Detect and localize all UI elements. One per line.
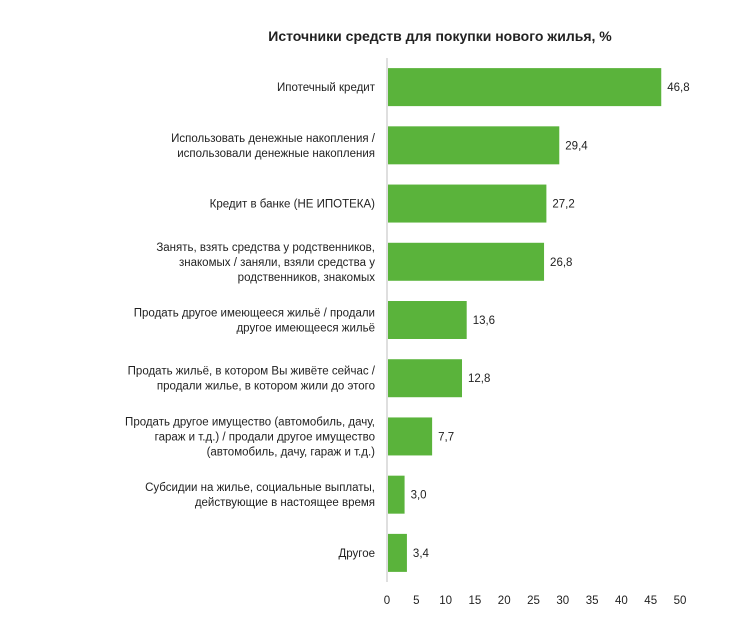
- bar: [388, 533, 407, 572]
- data-label: 3,4: [413, 548, 430, 560]
- x-tick-label: 35: [586, 595, 599, 607]
- category-label: (автомобиль, дачу, гараж и т.д.): [207, 446, 376, 458]
- x-tick-label: 30: [556, 595, 569, 607]
- x-tick-label: 10: [439, 595, 452, 607]
- data-label: 7,7: [438, 431, 454, 443]
- category-label: другое имеющееся жильё: [236, 323, 375, 335]
- bar: [388, 184, 547, 223]
- data-label: 26,8: [550, 257, 572, 269]
- x-tick-label: 40: [615, 595, 628, 607]
- bar: [388, 301, 467, 339]
- category-label: Продать другое имущество (автомобиль, да…: [125, 416, 375, 428]
- data-label: 3,0: [411, 490, 427, 502]
- bar: [388, 417, 433, 456]
- chart-title: Источники средств для покупки нового жил…: [268, 28, 612, 44]
- data-label: 27,2: [552, 199, 574, 211]
- category-label: действующие в настоящее время: [195, 497, 375, 509]
- bar: [388, 475, 405, 514]
- category-label: Субсидии на жилье, социальные выплаты,: [145, 482, 375, 494]
- x-tick-label: 15: [469, 595, 482, 607]
- bar: [388, 359, 463, 398]
- category-label: родственников, знакомых: [238, 272, 376, 284]
- bar: [388, 242, 545, 281]
- category-label: Другое: [338, 548, 375, 560]
- category-label: Продать другое имеющееся жильё / продали: [134, 308, 375, 320]
- x-tick-label: 0: [384, 595, 390, 607]
- x-tick-label: 25: [527, 595, 540, 607]
- data-label: 29,4: [565, 140, 588, 152]
- bar: [388, 68, 662, 107]
- data-label: 46,8: [667, 82, 689, 94]
- category-label: Ипотечный кредит: [277, 82, 376, 94]
- category-label: использовали денежные накопления: [177, 148, 375, 160]
- x-tick-label: 45: [644, 595, 657, 607]
- x-tick-label: 50: [674, 595, 687, 607]
- data-label: 12,8: [468, 373, 490, 385]
- x-tick-label: 20: [498, 595, 511, 607]
- category-label: Использовать денежные накопления /: [171, 133, 376, 145]
- category-label: Занять, взять средства у родственников,: [156, 242, 375, 254]
- category-label: гараж и т.д.) / продали другое имущество: [155, 431, 375, 443]
- category-label: Кредит в банке (НЕ ИПОТЕКА): [210, 199, 375, 211]
- data-label: 13,6: [473, 315, 495, 327]
- category-label: Продать жильё, в котором Вы живёте сейча…: [128, 366, 376, 378]
- bar: [388, 126, 560, 165]
- x-tick-label: 5: [413, 595, 419, 607]
- category-label: продали жилье, в котором жили до этого: [157, 381, 375, 393]
- category-label: знакомых / заняли, взяли средства у: [179, 257, 375, 269]
